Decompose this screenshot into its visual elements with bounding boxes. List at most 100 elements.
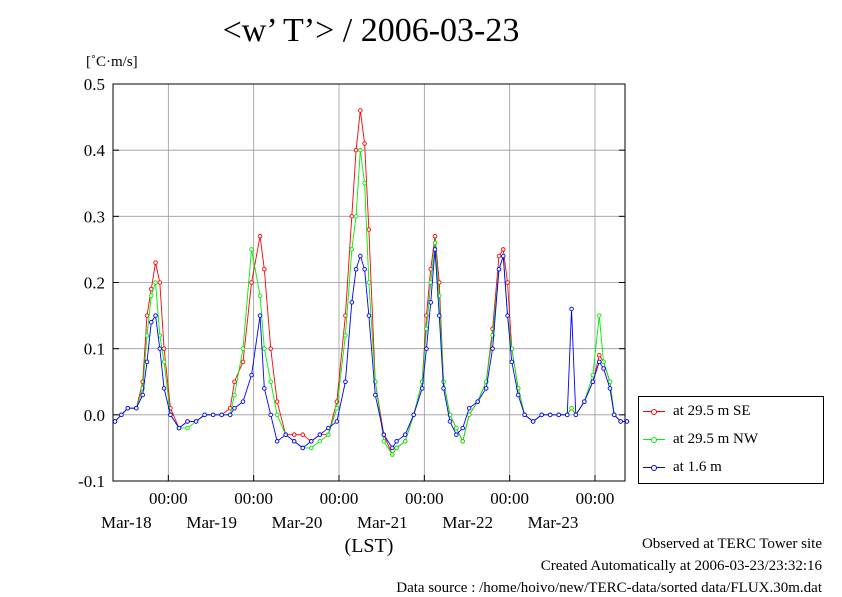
data-point [232, 405, 237, 411]
x-tick-date-label: Mar-23 [528, 513, 579, 532]
data-point [193, 419, 199, 424]
y-tick-label: 0.5 [84, 75, 105, 94]
data-point [424, 346, 429, 351]
data-point [291, 439, 297, 444]
data-point [343, 333, 348, 338]
data-point [454, 432, 459, 437]
data-point [176, 425, 182, 431]
data-point [597, 359, 602, 365]
x-tick-time-label: 00:00 [234, 489, 273, 508]
data-point [353, 147, 359, 153]
data-point [590, 379, 596, 385]
data-point [362, 267, 367, 272]
y-tick-label: 0.1 [84, 340, 105, 359]
data-point [447, 419, 453, 424]
data-point [317, 432, 323, 437]
series-1 [112, 147, 630, 457]
y-tick-label: 0.3 [84, 207, 105, 226]
data-point [144, 333, 150, 338]
legend-item: at 1.6 m [643, 457, 722, 477]
data-point [125, 405, 131, 411]
data-point [618, 419, 623, 424]
data-point [358, 253, 363, 259]
data-point [140, 392, 145, 398]
data-point [249, 372, 254, 378]
data-point [432, 247, 438, 252]
data-point [597, 353, 602, 358]
data-point [274, 439, 280, 444]
legend-swatch-low [643, 464, 665, 471]
data-point [157, 346, 163, 351]
data-point [153, 280, 158, 285]
data-point [300, 432, 305, 437]
data-point [573, 412, 579, 418]
data-point [419, 386, 425, 391]
data-point [358, 108, 363, 113]
data-point [437, 313, 442, 318]
data-point [219, 412, 224, 418]
x-tick-time-label: 00:00 [320, 489, 359, 508]
data-point [597, 313, 602, 318]
data-point [291, 432, 297, 437]
legend-swatch-nw [643, 436, 665, 443]
data-point [460, 439, 465, 444]
data-point [432, 233, 438, 239]
data-point [262, 346, 267, 351]
y-tick-label: 0.0 [84, 406, 105, 425]
data-point [232, 379, 237, 385]
data-point [505, 280, 510, 285]
data-point [240, 399, 246, 404]
data-point [227, 412, 233, 418]
chart-legend: at 29.5 m SE at 29.5 m NW at 1.6 m [638, 396, 824, 484]
data-point [428, 300, 433, 305]
data-point [565, 412, 570, 418]
data-point [149, 293, 154, 298]
data-point [353, 214, 359, 219]
data-point [349, 300, 355, 305]
data-point [353, 267, 359, 272]
data-point [547, 412, 553, 418]
data-point [569, 306, 574, 312]
data-point [390, 445, 395, 451]
data-point [274, 412, 280, 418]
y-tick-label: 0.4 [84, 141, 106, 160]
x-axis-label: (LST) [345, 535, 394, 557]
data-point [249, 247, 254, 252]
data-point [496, 267, 502, 272]
data-source-note: Data source : /home/hoivo/new/TERC-data/… [396, 580, 822, 596]
data-point [496, 253, 502, 259]
data-point [490, 346, 495, 351]
data-point [268, 412, 273, 418]
data-point [466, 405, 472, 411]
data-point [601, 359, 606, 365]
data-point [185, 419, 190, 424]
data-point [475, 399, 480, 404]
data-point [460, 425, 465, 431]
data-point [262, 386, 267, 391]
observation-site-note: Observed at TERC Tower site [641, 536, 822, 552]
data-point [454, 425, 459, 431]
data-point [257, 233, 263, 239]
data-point [300, 445, 305, 451]
x-tick-date-label: Mar-18 [101, 513, 152, 532]
legend-item: at 29.5 m SE [643, 401, 751, 421]
data-point [268, 379, 273, 385]
series-line [114, 150, 627, 456]
data-point [202, 412, 207, 418]
data-point [119, 412, 124, 418]
data-point [153, 313, 158, 318]
data-point [362, 180, 367, 186]
x-tick-date-label: Mar-21 [357, 513, 408, 532]
x-tick-date-label: Mar-22 [442, 513, 493, 532]
legend-swatch-se [643, 408, 665, 415]
data-point [402, 432, 408, 437]
legend-label: at 1.6 m [673, 458, 722, 475]
data-point [168, 412, 173, 418]
data-point [161, 386, 167, 391]
data-point [390, 452, 395, 457]
data-point [334, 405, 340, 411]
data-point [432, 240, 438, 246]
data-point [317, 439, 323, 444]
data-point [366, 227, 372, 232]
